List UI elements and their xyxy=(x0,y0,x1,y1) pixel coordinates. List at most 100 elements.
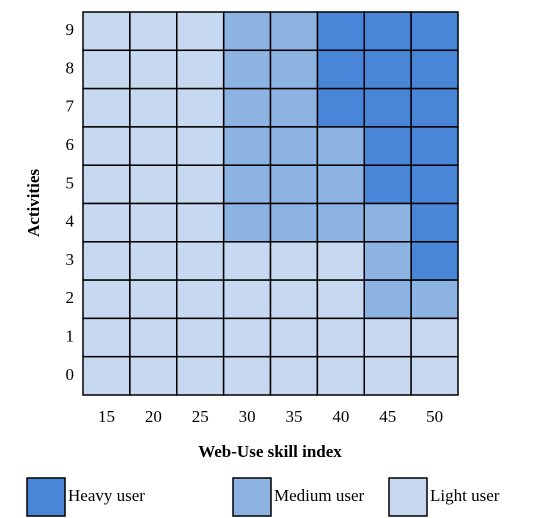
heatmap-cell xyxy=(269,355,319,396)
legend-swatch xyxy=(26,477,66,517)
legend-label: Heavy user xyxy=(68,486,145,505)
heatmap-cell xyxy=(363,11,412,52)
heatmap-cell xyxy=(363,279,412,320)
heatmap-cell xyxy=(129,49,178,90)
y-tick-label: 2 xyxy=(66,288,75,307)
heatmap-cell xyxy=(410,202,459,243)
y-tick-label: 9 xyxy=(66,20,75,39)
heatmap-cell xyxy=(269,126,319,166)
legend-swatch xyxy=(232,477,272,517)
y-tick-label: 8 xyxy=(66,58,75,77)
heatmap-cell xyxy=(222,164,272,205)
y-tick-label: 1 xyxy=(66,326,75,345)
heatmap-cell xyxy=(363,241,412,281)
heatmap-cell xyxy=(82,279,131,320)
heatmap-cell xyxy=(82,202,131,243)
heatmap-cell xyxy=(129,202,178,243)
heatmap-cell xyxy=(363,164,412,205)
y-tick-label: 4 xyxy=(66,212,75,231)
heatmap-cell xyxy=(363,202,412,243)
heatmap-cell xyxy=(410,355,459,396)
heatmap-cell xyxy=(269,87,319,128)
y-tick-label: 3 xyxy=(66,250,75,269)
heatmap-cell xyxy=(316,202,365,243)
heatmap-cell xyxy=(129,164,178,205)
heatmap-cell xyxy=(410,241,459,281)
heatmap-cell xyxy=(82,164,131,205)
heatmap-cell xyxy=(316,49,365,90)
heatmap-cell xyxy=(82,87,131,128)
heatmap-cell xyxy=(269,164,319,205)
heatmap-cell xyxy=(363,355,412,396)
heatmap-cell xyxy=(176,241,225,281)
heatmap-cell xyxy=(363,49,412,90)
heatmap-cell xyxy=(82,49,131,90)
y-tick-label: 6 xyxy=(66,135,75,154)
heatmap-cell xyxy=(129,11,178,52)
heatmap-cell xyxy=(176,202,225,243)
heatmap-cell xyxy=(269,202,319,243)
heatmap-cell xyxy=(316,126,365,166)
heatmap-cell xyxy=(363,126,412,166)
heatmap-cell xyxy=(316,11,365,52)
heatmap-cell xyxy=(129,87,178,128)
x-tick-label: 50 xyxy=(426,407,443,426)
x-axis-label: Web-Use skill index xyxy=(198,442,342,461)
heatmap-cell xyxy=(316,241,365,281)
heatmap-cell xyxy=(316,164,365,205)
heatmap-cell xyxy=(410,279,459,320)
heatmap-cell xyxy=(410,164,459,205)
heatmap-cell xyxy=(222,11,272,52)
heatmap-cell xyxy=(222,202,272,243)
x-tick-label: 15 xyxy=(98,407,115,426)
legend-label: Medium user xyxy=(274,486,365,505)
heatmap-cell xyxy=(222,49,272,90)
heatmap-cell xyxy=(176,279,225,320)
heatmap-cell xyxy=(129,241,178,281)
heatmap-cell xyxy=(410,87,459,128)
heatmap-cell xyxy=(82,241,131,281)
heatmap-cell xyxy=(269,279,319,320)
x-tick-label: 35 xyxy=(285,407,302,426)
heatmap-cell xyxy=(82,11,131,52)
heatmap-cell xyxy=(176,317,225,358)
heatmap-cell xyxy=(176,355,225,396)
heatmap-cell xyxy=(316,279,365,320)
y-tick-label: 5 xyxy=(66,173,75,192)
heatmap-cell xyxy=(82,317,131,358)
y-axis-label: Activities xyxy=(24,169,43,237)
heatmap-cell xyxy=(129,355,178,396)
x-tick-label: 40 xyxy=(332,407,349,426)
heatmap-cell xyxy=(129,126,178,166)
heatmap-cell xyxy=(129,279,178,320)
heatmap-cell xyxy=(176,49,225,90)
heatmap-cell xyxy=(316,87,365,128)
heatmap-cell xyxy=(222,241,272,281)
heatmap-cell xyxy=(410,11,459,52)
heatmap-cell xyxy=(269,11,319,52)
x-tick-label: 30 xyxy=(239,407,256,426)
x-tick-label: 20 xyxy=(145,407,162,426)
heatmap-cell xyxy=(176,87,225,128)
heatmap-cell xyxy=(176,11,225,52)
heatmap-cell xyxy=(82,126,131,166)
y-tick-label: 0 xyxy=(66,365,75,384)
heatmap-cell xyxy=(316,355,365,396)
heatmap-cell xyxy=(176,126,225,166)
x-tick-label: 25 xyxy=(192,407,209,426)
heatmap-cell xyxy=(410,317,459,358)
heatmap-cell xyxy=(363,87,412,128)
legend-label: Light user xyxy=(430,486,500,505)
x-tick-label: 45 xyxy=(379,407,396,426)
heatmap-cell xyxy=(363,317,412,358)
heatmap-cell xyxy=(129,317,178,358)
heatmap-cell xyxy=(222,279,272,320)
legend-swatch xyxy=(388,477,428,517)
heatmap-cell xyxy=(269,317,319,358)
heatmap-cell xyxy=(222,355,272,396)
heatmap-cell xyxy=(316,317,365,358)
y-tick-label: 7 xyxy=(66,97,75,116)
heatmap-cell xyxy=(222,126,272,166)
heatmap-cell xyxy=(222,87,272,128)
